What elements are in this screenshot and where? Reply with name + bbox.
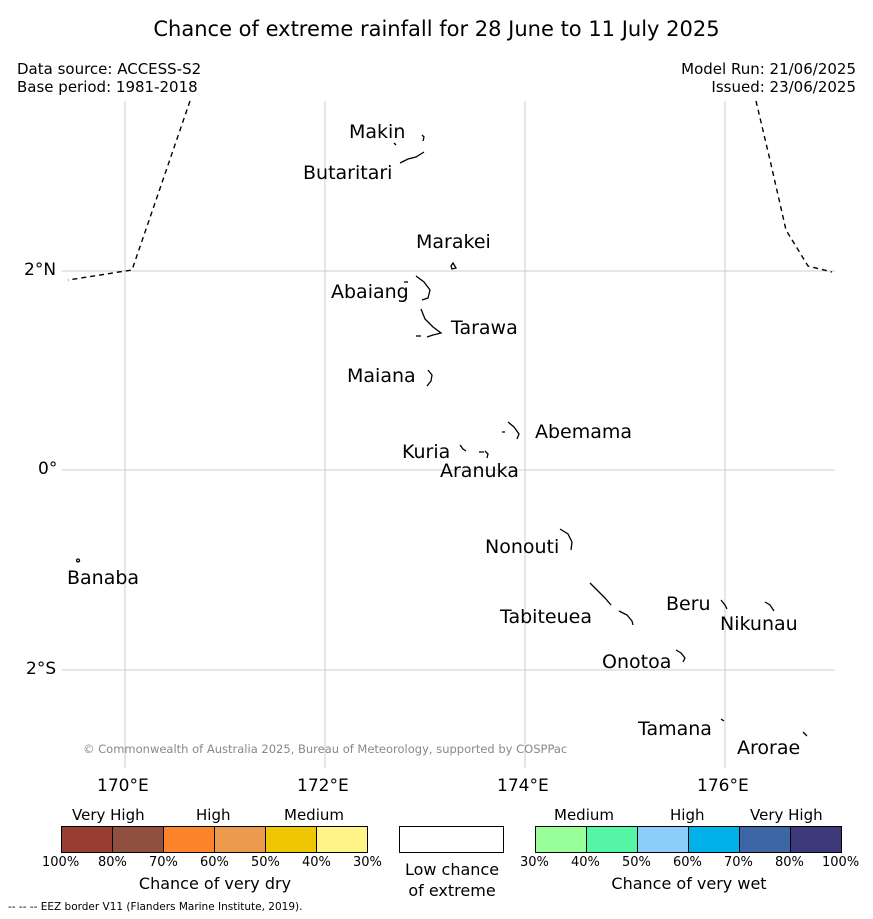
issued-line: Issued: 23/06/2025 (711, 78, 856, 96)
eez-border-west (67, 100, 191, 281)
island-butaritari (399, 151, 425, 164)
island-aranuka (479, 450, 489, 459)
base-period-line: Base period: 1981-2018 (17, 78, 198, 96)
dry-legend-head-medium: Medium (284, 806, 344, 824)
lat-label-2s: 2°S (26, 659, 57, 679)
island-maiana (426, 369, 433, 387)
place-label-kuria: Kuria (402, 441, 451, 463)
wet-tick-60: 60% (673, 855, 702, 870)
place-label-aranuka: Aranuka (440, 460, 519, 482)
dry-colorbar (61, 826, 368, 853)
eez-border (67, 100, 833, 281)
place-label-nikunau: Nikunau (720, 613, 798, 635)
lon-label-170e: 170°E (97, 776, 149, 796)
low-chance-box (399, 826, 504, 853)
place-label-banaba: Banaba (67, 567, 140, 589)
dry-swatch-6 (316, 826, 368, 853)
dry-tick-70: 70% (149, 855, 178, 870)
island-makin (421, 134, 425, 142)
island-banaba (75, 558, 81, 563)
dry-tick-50: 50% (251, 855, 280, 870)
eez-border-east (755, 100, 833, 273)
wet-swatch-3 (637, 826, 689, 853)
wet-legend-head-very-high: Very High (750, 806, 823, 824)
eez-footnote: -- -- -- EEZ border V11 (Flanders Marine… (8, 901, 303, 913)
dry-swatch-5 (265, 826, 317, 853)
wet-legend-head-medium: Medium (554, 806, 614, 824)
dry-tick-100: 100% (42, 855, 80, 870)
island-kuria (459, 444, 467, 452)
wet-colorbar (535, 826, 842, 853)
wet-legend-head-high: High (670, 806, 705, 824)
island-arorae (802, 731, 808, 737)
wet-swatch-6 (790, 826, 842, 853)
map-title: Chance of extreme rainfall for 28 June t… (153, 17, 720, 41)
wet-tick-100: 100% (822, 855, 860, 870)
island-nikunau (764, 601, 775, 612)
wet-swatch-1 (535, 826, 587, 853)
lat-label-0: 0° (38, 459, 58, 479)
place-label-tabiteuea: Tabiteuea (500, 606, 592, 628)
wet-tick-80: 80% (775, 855, 804, 870)
place-label-abemama: Abemama (535, 421, 633, 443)
island-onotoa (675, 649, 686, 663)
island-makin-islet (393, 142, 397, 146)
place-label-maiana: Maiana (347, 365, 416, 387)
dry-tick-60: 60% (200, 855, 229, 870)
place-label-butaritari: Butaritari (303, 162, 393, 184)
dry-tick-40: 40% (302, 855, 331, 870)
copyright-notice: © Commonwealth of Australia 2025, Bureau… (83, 742, 568, 756)
place-label-onotoa: Onotoa (602, 651, 672, 673)
place-label-tamana: Tamana (638, 718, 712, 740)
data-source-block: Data source: ACCESS-S2 Base period: 1981… (17, 60, 201, 96)
lon-label-174e: 174°E (497, 776, 549, 796)
low-chance-title: Low chance of extreme (381, 859, 523, 901)
island-marakei (450, 261, 458, 270)
low-chance-swatch (399, 826, 504, 853)
low-chance-title-line1: Low chance (404, 860, 500, 879)
map-gridlines (62, 101, 835, 768)
place-label-nonouti: Nonouti (485, 536, 560, 558)
lon-label-172e: 172°E (297, 776, 349, 796)
wet-tick-40: 40% (571, 855, 600, 870)
lon-label-176e: 176°E (697, 776, 749, 796)
wet-tick-70: 70% (724, 855, 753, 870)
lat-label-2n: 2°N (24, 260, 57, 280)
dry-tick-80: 80% (98, 855, 127, 870)
wet-swatch-5 (739, 826, 791, 853)
wet-tick-50: 50% (622, 855, 651, 870)
island-beru (720, 599, 728, 610)
model-run-block: Model Run: 21/06/2025 Issued: 23/06/2025 (681, 60, 856, 96)
low-chance-title-line2: of extreme (408, 881, 496, 900)
dry-legend-head-very-high: Very High (72, 806, 145, 824)
model-run-line: Model Run: 21/06/2025 (681, 60, 856, 78)
island-tamana (720, 718, 725, 722)
data-source-line: Data source: ACCESS-S2 (17, 60, 202, 78)
dry-tick-30: 30% (353, 855, 382, 870)
dry-swatch-1 (61, 826, 113, 853)
island-abemama (507, 421, 520, 440)
island-tabiteuea (589, 582, 634, 626)
wet-legend-title: Chance of very wet (611, 874, 767, 893)
place-label-beru: Beru (666, 593, 711, 615)
place-label-marakei: Marakei (416, 231, 491, 253)
place-label-makin: Makin (349, 121, 406, 143)
place-label-arorae: Arorae (737, 737, 801, 759)
island-nonouti (559, 528, 573, 551)
dry-swatch-4 (214, 826, 266, 853)
dry-swatch-3 (163, 826, 215, 853)
dry-legend-head-high: High (196, 806, 231, 824)
dry-swatch-2 (112, 826, 164, 853)
island-tarawa (420, 308, 443, 338)
wet-tick-30: 30% (520, 855, 549, 870)
wet-swatch-2 (586, 826, 638, 853)
wet-swatch-4 (688, 826, 740, 853)
place-label-tarawa: Tarawa (451, 317, 518, 339)
dry-legend-title: Chance of very dry (138, 874, 292, 893)
island-abaiang (415, 275, 431, 301)
place-label-abaiang: Abaiang (331, 281, 409, 303)
island-outlines (75, 134, 808, 737)
